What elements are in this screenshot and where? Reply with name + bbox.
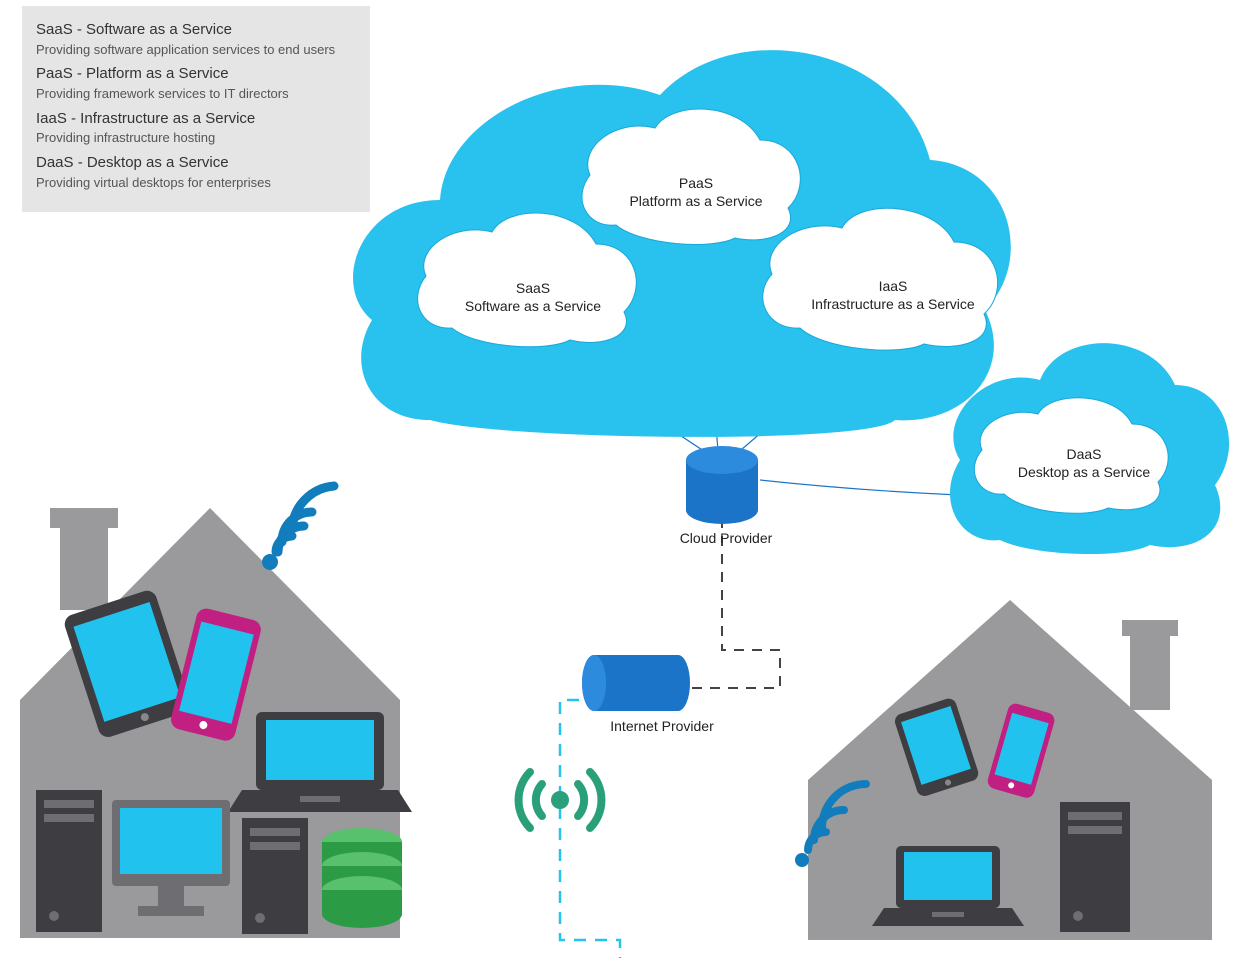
legend-desc-1: Providing framework services to IT direc… <box>36 86 356 103</box>
tower-right-icon <box>1060 802 1130 932</box>
legend-box: SaaS - Software as a Service Providing s… <box>22 6 370 212</box>
legend-desc-0: Providing software application services … <box>36 42 356 59</box>
legend-title-3: DaaS - Desktop as a Service <box>36 153 356 173</box>
legend-title-1: PaaS - Platform as a Service <box>36 64 356 84</box>
legend-desc-2: Providing infrastructure hosting <box>36 130 356 147</box>
legend-title-0: SaaS - Software as a Service <box>36 20 356 40</box>
legend-title-2: IaaS - Infrastructure as a Service <box>36 109 356 129</box>
diagram-stage: Cloud Services PaaS Platform as a Servic… <box>0 0 1251 960</box>
legend-desc-3: Providing virtual desktops for enterpris… <box>36 175 356 192</box>
